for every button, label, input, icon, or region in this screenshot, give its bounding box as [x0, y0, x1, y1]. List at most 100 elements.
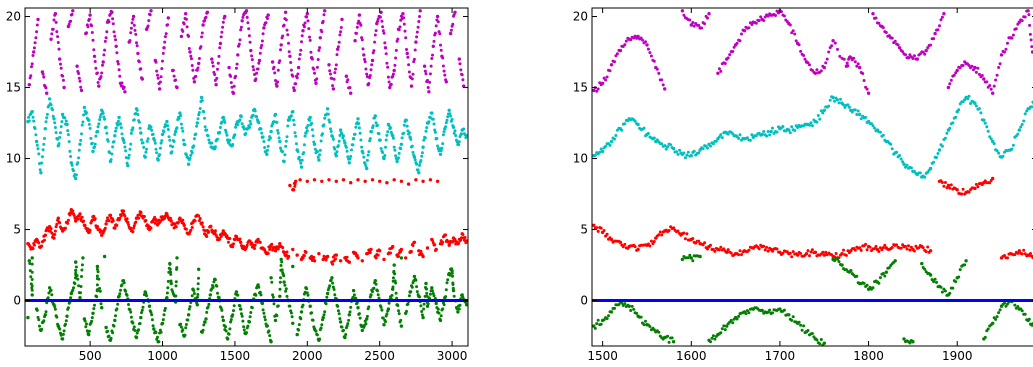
- data-point-fill: [144, 219, 148, 222]
- data-point: [223, 14, 227, 19]
- data-point-fill: [706, 247, 709, 251]
- data-point: [312, 142, 317, 146]
- data-point-fill: [132, 325, 136, 329]
- data-point-fill: [246, 21, 250, 25]
- data-point-fill: [286, 33, 290, 37]
- data-point-fill: [263, 318, 267, 322]
- data-point-fill: [407, 294, 411, 298]
- data-point-fill: [284, 287, 288, 291]
- data-point-fill: [77, 72, 81, 75]
- data-point-fill: [252, 68, 256, 72]
- data-point: [65, 122, 69, 127]
- data-point-fill: [319, 326, 323, 330]
- data-point-fill: [162, 313, 166, 317]
- data-point-fill: [983, 121, 987, 125]
- data-point-fill: [342, 134, 345, 138]
- data-point-fill: [160, 67, 164, 71]
- data-point: [804, 252, 809, 256]
- data-point-fill: [381, 151, 385, 154]
- data-point: [95, 225, 100, 229]
- data-point: [104, 125, 108, 129]
- data-point-fill: [119, 214, 123, 218]
- data-point-fill: [371, 290, 374, 294]
- data-point-fill: [211, 61, 214, 64]
- data-point-fill: [122, 281, 126, 285]
- data-point-fill: [250, 306, 254, 310]
- data-point: [906, 56, 911, 60]
- data-point-fill: [361, 151, 365, 155]
- data-point-fill: [233, 238, 237, 242]
- data-point: [298, 178, 302, 182]
- series-1: [26, 95, 468, 181]
- data-point-fill: [133, 329, 137, 332]
- data-point-fill: [334, 63, 338, 67]
- data-point-fill: [190, 294, 194, 298]
- data-point-fill: [118, 74, 122, 78]
- data-point: [370, 58, 375, 63]
- data-point-fill: [85, 31, 88, 35]
- data-point-fill: [315, 77, 319, 81]
- data-point: [858, 246, 862, 250]
- data-point-fill: [323, 116, 327, 120]
- data-point-fill: [242, 328, 246, 332]
- data-point-fill: [337, 312, 341, 316]
- data-point-fill: [365, 72, 369, 76]
- data-point-fill: [433, 31, 437, 35]
- data-point-fill: [357, 312, 361, 316]
- data-point: [58, 57, 62, 61]
- data-point-fill: [244, 132, 248, 135]
- data-point: [266, 13, 270, 17]
- data-point-fill: [391, 285, 395, 289]
- data-point-fill: [599, 322, 603, 326]
- data-point-fill: [200, 35, 204, 39]
- data-point: [175, 256, 179, 260]
- data-point: [205, 10, 210, 14]
- data-point: [273, 249, 278, 253]
- data-point-fill: [463, 236, 467, 239]
- data-point: [609, 237, 614, 242]
- data-point-fill: [93, 60, 97, 63]
- data-point-fill: [141, 305, 145, 309]
- data-point-fill: [192, 144, 196, 148]
- series-3: [592, 253, 1033, 346]
- data-point-fill: [961, 187, 965, 191]
- data-point-fill: [38, 324, 41, 328]
- data-point-fill: [624, 39, 628, 43]
- data-point-fill: [830, 44, 834, 48]
- data-point: [349, 91, 353, 95]
- data-point-fill: [448, 112, 452, 116]
- data-point: [973, 101, 977, 105]
- data-point-fill: [595, 322, 599, 326]
- data-point-fill: [198, 107, 202, 110]
- data-point-fill: [881, 133, 885, 137]
- data-point: [344, 74, 349, 78]
- data-point: [165, 296, 169, 300]
- data-point-fill: [181, 328, 185, 332]
- data-point-fill: [256, 67, 260, 71]
- data-point-fill: [77, 284, 81, 288]
- data-point: [378, 179, 382, 183]
- data-point: [92, 54, 97, 58]
- data-point-fill: [234, 125, 238, 129]
- data-point-fill: [819, 338, 823, 341]
- data-point-fill: [191, 68, 195, 72]
- data-point-fill: [368, 74, 372, 77]
- data-point-fill: [899, 157, 903, 161]
- data-point-fill: [179, 114, 183, 118]
- data-point-fill: [80, 132, 83, 136]
- data-point: [424, 281, 428, 286]
- data-point-fill: [336, 309, 340, 313]
- data-point-fill: [320, 323, 324, 327]
- data-point-fill: [95, 274, 99, 278]
- data-point-fill: [109, 336, 113, 340]
- data-point-fill: [196, 117, 200, 121]
- data-point-fill: [292, 86, 296, 90]
- data-point: [382, 323, 386, 327]
- data-point-fill: [688, 18, 692, 22]
- data-point-fill: [1003, 254, 1006, 257]
- data-point-fill: [135, 41, 138, 45]
- data-point-fill: [438, 32, 442, 36]
- data-point-fill: [248, 119, 252, 123]
- data-point-fill: [309, 50, 313, 54]
- data-point-fill: [441, 240, 445, 244]
